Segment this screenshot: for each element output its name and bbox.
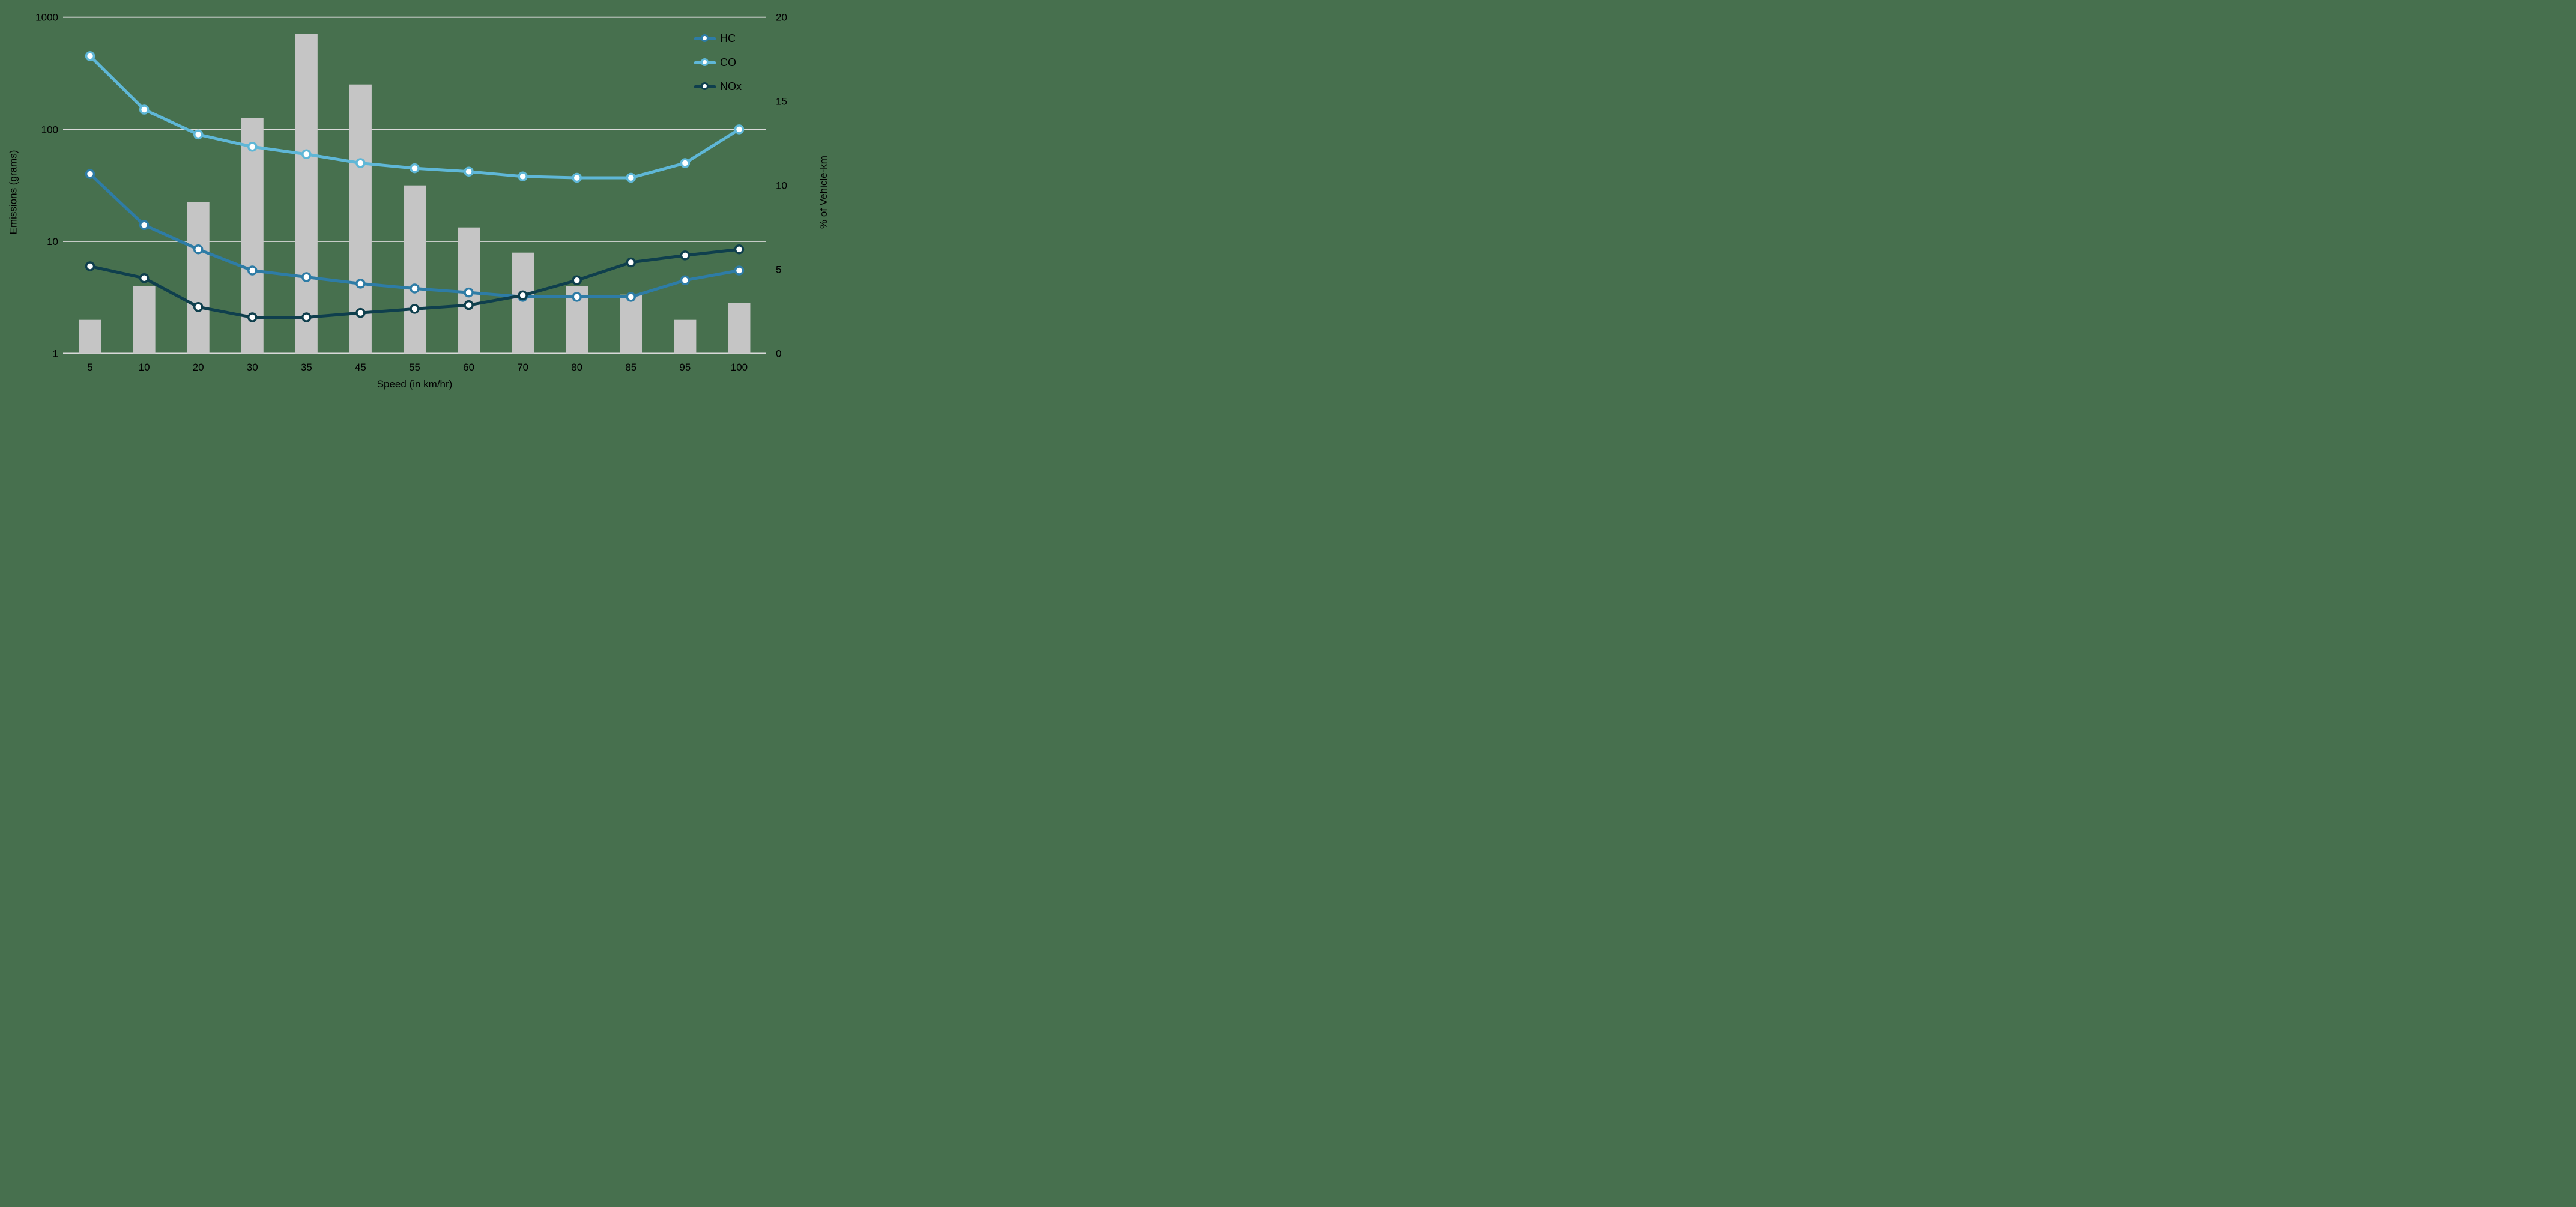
marker-NOx-95 xyxy=(680,250,691,261)
marker-NOx-5 xyxy=(85,261,95,271)
marker-HC-45 xyxy=(355,279,366,289)
marker-HC-85 xyxy=(626,292,636,302)
legend-marker-icon xyxy=(701,58,709,66)
marker-CO-70 xyxy=(518,171,528,182)
marker-HC-20 xyxy=(193,244,204,255)
marker-HC-55 xyxy=(410,283,420,294)
left-axis-tick: 1 xyxy=(53,348,58,360)
marker-HC-30 xyxy=(247,265,258,276)
marker-HC-95 xyxy=(680,275,691,286)
legend-item-HC: HC xyxy=(694,26,742,50)
bar-55 xyxy=(404,185,426,354)
left-axis-title-wrap: Emissions (grams) xyxy=(0,0,26,384)
marker-CO-55 xyxy=(410,163,420,174)
bar-85 xyxy=(620,294,642,354)
x-axis-tick: 45 xyxy=(355,361,366,373)
legend-label-CO: CO xyxy=(720,56,736,68)
bar-10 xyxy=(133,286,156,354)
x-axis-tick: 20 xyxy=(193,361,204,373)
left-axis-tick: 10 xyxy=(47,236,58,247)
x-axis-tick: 70 xyxy=(517,361,528,373)
x-axis-tick: 80 xyxy=(571,361,582,373)
legend-marker-icon xyxy=(701,82,709,90)
left-axis-tick: 100 xyxy=(41,124,58,135)
marker-NOx-45 xyxy=(355,307,366,318)
x-axis-tick: 60 xyxy=(463,361,474,373)
marker-NOx-55 xyxy=(410,304,420,314)
legend-item-CO: CO xyxy=(694,50,742,74)
x-axis-tick: 35 xyxy=(301,361,312,373)
marker-NOx-100 xyxy=(734,244,745,255)
legend-label-HC: HC xyxy=(720,32,736,44)
marker-HC-5 xyxy=(85,169,95,179)
marker-CO-60 xyxy=(464,166,474,177)
right-axis-tick: 5 xyxy=(776,264,781,276)
bar-95 xyxy=(674,319,697,354)
left-axis-tick: 1000 xyxy=(35,12,58,23)
x-axis-tick: 95 xyxy=(679,361,691,373)
marker-CO-85 xyxy=(626,172,636,183)
bar-100 xyxy=(728,303,751,354)
right-axis-tick: 20 xyxy=(776,12,787,23)
marker-NOx-30 xyxy=(247,312,258,322)
x-axis-tick: 55 xyxy=(409,361,420,373)
marker-CO-30 xyxy=(247,142,258,152)
marker-HC-60 xyxy=(464,287,474,298)
marker-HC-80 xyxy=(572,292,582,302)
chart-canvas: 1000 100 10 1 20 15 10 5 0 5 10 20 30 35 45 55 60 70 80 85 9… xyxy=(35,12,787,373)
marker-CO-5 xyxy=(85,51,95,61)
right-axis-tick: 15 xyxy=(776,96,787,107)
legend-label-NOx: NOx xyxy=(720,80,742,92)
legend-swatch-HC xyxy=(694,34,716,43)
marker-CO-100 xyxy=(734,124,745,135)
marker-CO-20 xyxy=(193,129,204,140)
right-axis-tick: 10 xyxy=(776,180,787,192)
right-axis-title: % of Vehicle-km xyxy=(818,156,830,229)
legend-marker-icon xyxy=(701,34,709,42)
right-axis-tick: 0 xyxy=(776,348,781,360)
bar-35 xyxy=(295,34,318,354)
x-axis-tick: 30 xyxy=(247,361,258,373)
legend-swatch-CO xyxy=(694,58,716,67)
x-axis-tick: 100 xyxy=(731,361,748,373)
legend-item-NOx: NOx xyxy=(694,74,742,98)
bar-5 xyxy=(79,319,101,354)
marker-HC-35 xyxy=(301,272,312,282)
legend: HC CO NOx xyxy=(694,26,742,98)
marker-CO-45 xyxy=(355,158,366,168)
marker-CO-95 xyxy=(680,158,691,168)
left-axis-title: Emissions (grams) xyxy=(7,150,19,235)
marker-NOx-70 xyxy=(518,290,528,301)
right-axis-title-wrap: % of Vehicle-km xyxy=(806,0,842,384)
marker-NOx-85 xyxy=(626,257,636,268)
x-axis-tick: 5 xyxy=(87,361,92,373)
emissions-vs-speed-chart: 1000 100 10 1 20 15 10 5 0 5 10 20 30 35 45 55 60 70 80 85 9… xyxy=(0,0,859,402)
bar-70 xyxy=(512,252,534,354)
marker-NOx-20 xyxy=(193,301,204,312)
bar-20 xyxy=(187,202,210,354)
line-CO xyxy=(88,54,741,180)
x-axis-tick: 10 xyxy=(139,361,150,373)
x-axis-title: Speed (in km/hr) xyxy=(376,378,453,390)
marker-CO-35 xyxy=(301,149,312,160)
marker-NOx-60 xyxy=(464,300,474,310)
marker-HC-100 xyxy=(734,265,745,276)
marker-CO-80 xyxy=(572,172,582,183)
legend-swatch-NOx xyxy=(694,82,716,91)
marker-NOx-10 xyxy=(139,273,150,283)
marker-NOx-35 xyxy=(301,312,312,322)
x-axis-tick: 85 xyxy=(625,361,636,373)
marker-CO-10 xyxy=(139,104,150,115)
marker-NOx-80 xyxy=(572,275,582,286)
marker-HC-10 xyxy=(139,220,150,231)
